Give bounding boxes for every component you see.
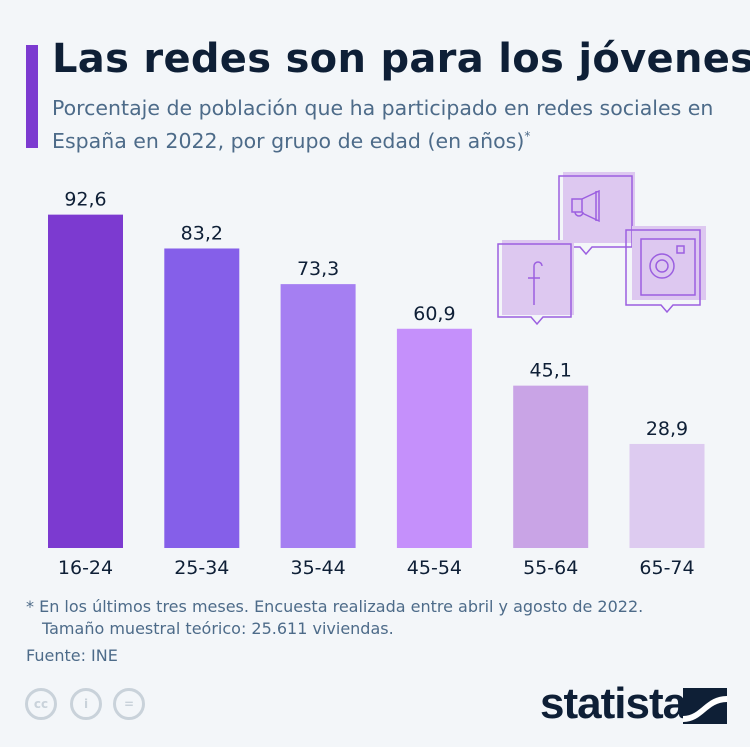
chart-title: Las redes son para los jóvenes	[52, 36, 750, 82]
value-label: 60,9	[413, 303, 455, 325]
attribution-icon[interactable]: i	[70, 688, 102, 720]
bar-45-54	[396, 328, 472, 548]
facebook-icon	[497, 240, 574, 326]
bar-65-74	[629, 443, 705, 548]
social-icons	[497, 172, 706, 326]
category-label: 35-44	[290, 557, 345, 579]
subtitle-footnote-mark: *	[524, 129, 531, 143]
category-label: 25-34	[174, 557, 229, 579]
bar-16-24	[48, 214, 123, 548]
bar-35-44	[280, 284, 356, 548]
statista-logo-mark-icon	[683, 688, 727, 724]
category-label: 55-64	[523, 557, 578, 579]
category-label: 16-24	[58, 557, 113, 579]
instagram-icon	[625, 226, 706, 314]
chart-subtitle: Porcentaje de población que ha participa…	[52, 94, 742, 155]
footnote-line-2: Tamaño muestral teórico: 25.611 vivienda…	[42, 619, 394, 638]
value-label: 73,3	[297, 258, 339, 280]
statista-logo[interactable]: statista	[540, 679, 687, 728]
bars: 92,6 16-24 83,2 25-34 73,3 35-44 60,9 45-54 45,1…	[48, 189, 705, 579]
value-label: 28,9	[646, 418, 688, 440]
bar-25-34	[164, 248, 240, 549]
subtitle-text: Porcentaje de población que ha participa…	[52, 96, 714, 153]
value-label: 83,2	[181, 222, 223, 244]
category-label: 45-54	[407, 557, 462, 579]
no-derivatives-icon[interactable]: =	[113, 688, 145, 720]
source-note: Fuente: INE	[26, 646, 118, 665]
category-label: 65-74	[639, 557, 694, 579]
footnote-line-1: * En los últimos tres meses. Encuesta re…	[26, 597, 644, 616]
megaphone-icon	[558, 172, 635, 256]
value-label: 92,6	[64, 189, 106, 211]
title-accent-bar	[26, 45, 38, 148]
bar-chart: 92,6 16-24 83,2 25-34 73,3 35-44 60,9 45-54 45,1…	[48, 172, 706, 579]
value-label: 45,1	[530, 360, 572, 382]
cc-license-icon[interactable]: cc	[25, 688, 57, 720]
bar-55-64	[513, 385, 589, 548]
